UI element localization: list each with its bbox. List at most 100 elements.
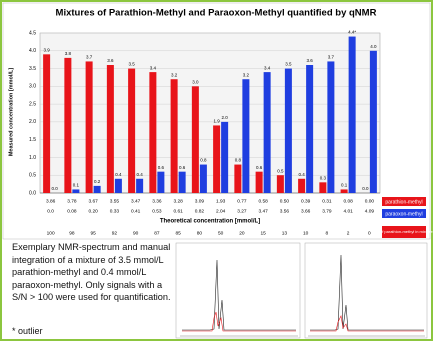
bar [157, 172, 164, 193]
table-cell: 0.50 [280, 198, 290, 204]
value-label: 3.7 [86, 55, 93, 60]
legend-label: paraoxon-methyl [385, 211, 422, 217]
table-cell: 0.20 [88, 208, 98, 214]
value-label: 3.5 [128, 62, 135, 67]
value-label: 0.6 [256, 165, 263, 170]
x-tick-label: 15 [260, 230, 266, 236]
bar [72, 189, 79, 193]
value-label: 0.1 [341, 183, 348, 188]
x-tick-label: 2 [347, 230, 350, 236]
value-label: 0.4 [115, 172, 122, 177]
table-cell: 4.01 [343, 208, 353, 214]
x-axis-label: Theoretical concentration [mmol/L] [160, 219, 260, 225]
x-tick-label: 20 [239, 230, 245, 236]
bar [298, 179, 305, 193]
table-cell: 3.56 [280, 208, 290, 214]
bar [277, 175, 284, 193]
caption: Exemplary NMR-spectrum and manual integr… [12, 241, 172, 304]
table-cell: 1.93 [216, 198, 226, 204]
bar [192, 86, 199, 193]
table-cell: 3.86 [46, 198, 56, 204]
chart-title: Mixtures of Parathion-Methyl and Paraoxo… [56, 8, 377, 19]
x-tick-label: 10 [303, 230, 309, 236]
y-tick-label: 1.0 [29, 155, 36, 161]
value-label: 0.0 [51, 186, 58, 191]
table-cell: 0.0 [47, 208, 54, 214]
x-tick-label: 85 [175, 230, 181, 236]
x-tick-label: 0 [368, 230, 371, 236]
x-tick-label: 13 [282, 230, 288, 236]
table-cell: 0.53 [152, 208, 162, 214]
value-label: 4.0 [370, 44, 377, 49]
value-label: 4.4* [348, 30, 356, 35]
value-label: 3.2 [243, 72, 250, 77]
table-cell: 0.08 [343, 198, 353, 204]
x-tick-label: 87 [154, 230, 160, 236]
x-tick-label: 80 [197, 230, 203, 236]
value-label: 0.5 [277, 168, 284, 173]
bar [285, 69, 292, 193]
bar [306, 65, 313, 193]
table-cell: 3.78 [67, 198, 77, 204]
value-label: 3.6 [306, 58, 313, 63]
value-label: 0.0 [362, 186, 369, 191]
table-cell: 3.36 [152, 198, 162, 204]
bar [94, 186, 101, 193]
table-cell: 4.09 [365, 208, 375, 214]
x-tick-label: 50 [218, 230, 224, 236]
table-cell: 0.33 [110, 208, 120, 214]
bar [213, 125, 220, 193]
spectrum-image [176, 243, 300, 338]
value-label: 3.7 [328, 55, 335, 60]
bar [234, 165, 241, 193]
table-cell: 3.67 [88, 198, 98, 204]
x-tick-label: 8 [326, 230, 329, 236]
bar [128, 69, 135, 193]
bar [256, 172, 263, 193]
bar [319, 182, 326, 193]
table-cell: 3.79 [322, 208, 332, 214]
value-label: 3.2 [171, 72, 178, 77]
table-cell: 3.55 [110, 198, 120, 204]
footnote: * outlier [12, 326, 43, 336]
value-label: 0.6 [179, 165, 186, 170]
value-label: 3.8 [65, 51, 72, 56]
legend-label: % of parathion-methyl in mixture [375, 229, 433, 234]
x-tick-label: 90 [133, 230, 139, 236]
bar [349, 37, 356, 193]
table-cell: 0.00 [365, 198, 375, 204]
y-tick-label: 2.5 [29, 101, 36, 107]
value-label: 0.4 [298, 172, 305, 177]
y-tick-label: 4.0 [29, 48, 36, 54]
bar [115, 179, 122, 193]
table-cell: 0.82 [195, 208, 205, 214]
table-cell: 3.47 [258, 208, 268, 214]
table-cell: 0.31 [322, 198, 332, 204]
value-label: 0.1 [73, 183, 80, 188]
value-label: 0.3 [320, 176, 327, 181]
y-axis-label: Measured concentration [mmol/L] [8, 68, 14, 156]
y-tick-label: 4.5 [29, 30, 36, 36]
table-cell: 3.47 [131, 198, 141, 204]
bar [179, 172, 186, 193]
table-cell: 3.28 [173, 198, 183, 204]
bar [43, 54, 50, 193]
value-label: 0.6 [158, 165, 165, 170]
bar [107, 65, 114, 193]
y-tick-label: 0.5 [29, 173, 36, 179]
x-tick-label: 100 [47, 230, 55, 236]
bar [221, 122, 228, 193]
table-cell: 0.39 [301, 198, 311, 204]
table-cell: 0.41 [131, 208, 141, 214]
table-cell: 2.04 [216, 208, 226, 214]
value-label: 2.0 [221, 115, 228, 120]
bar [242, 79, 249, 193]
bar [136, 179, 143, 193]
bar [370, 51, 377, 193]
value-label: 0.8 [235, 158, 242, 163]
table-cell: 0.58 [258, 198, 268, 204]
y-tick-label: 0.0 [29, 190, 36, 196]
value-label: 1.9 [213, 119, 220, 124]
table-cell: 0.61 [173, 208, 183, 214]
value-label: 3.0 [192, 80, 199, 85]
